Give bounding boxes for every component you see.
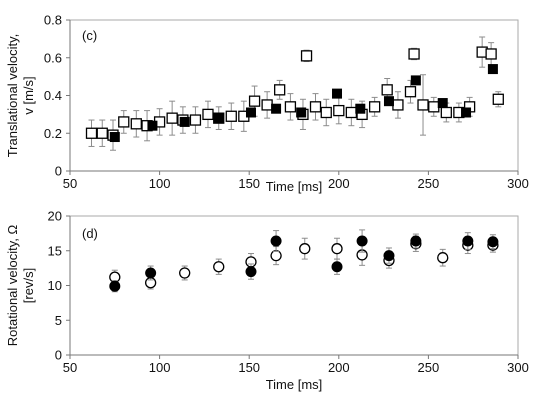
x-tick-label: 300 (507, 176, 529, 191)
x-tick-label: 200 (328, 176, 350, 191)
data-point-filled-square (245, 107, 256, 118)
data-point-open-circle (213, 261, 225, 273)
data-point-filled-circle (356, 235, 368, 247)
data-point-open-square (428, 101, 440, 113)
data-point-filled-square (213, 113, 224, 124)
data-point-open-square (130, 118, 142, 130)
x-tick-label: 150 (238, 176, 260, 191)
y-tick-label: 0.2 (44, 126, 62, 141)
data-point-filled-square (271, 103, 282, 114)
y-tick-label: 15 (48, 243, 62, 258)
data-point-filled-circle (145, 267, 157, 279)
data-point-filled-square (383, 96, 394, 107)
series-open-square (85, 36, 504, 151)
data-point-open-square (417, 99, 429, 111)
data-point-open-square (392, 99, 404, 111)
data-point-filled-circle (270, 235, 282, 247)
data-point-filled-square (355, 103, 366, 114)
data-point-filled-square (179, 116, 190, 127)
data-point-open-circle (299, 243, 311, 255)
y-axis-title-line: [rev/s] (21, 268, 36, 303)
data-point-open-square (248, 95, 261, 107)
data-point-open-square (333, 104, 345, 117)
data-point-open-square (404, 86, 417, 98)
data-point-filled-square (109, 132, 120, 143)
x-axis-title: Time [ms] (266, 377, 323, 392)
y-axis-title-line: v [m/s] (21, 76, 36, 114)
plot-area-frame (69, 19, 519, 172)
y-tick-label: 0.6 (44, 50, 62, 65)
panel-label: (c) (82, 28, 97, 43)
data-point-filled-circle (109, 280, 121, 292)
x-tick-label: 150 (238, 360, 260, 375)
panel-label: (d) (82, 226, 98, 241)
data-point-open-square (381, 84, 393, 96)
data-point-filled-circle (331, 261, 343, 273)
data-point-filled-square (296, 107, 307, 118)
data-point-open-square (274, 84, 286, 96)
x-tick-label: 300 (507, 360, 529, 375)
x-axis-title: Time [ms] (266, 179, 323, 194)
data-point-filled-circle (487, 236, 499, 248)
data-point-filled-square (461, 107, 472, 118)
data-point-open-square (300, 50, 313, 62)
y-tick-label: 0 (55, 348, 62, 363)
data-point-open-circle (437, 252, 449, 264)
x-tick-label: 250 (418, 176, 440, 191)
data-point-filled-square (332, 88, 343, 99)
y-tick-label: 20 (48, 209, 62, 224)
x-tick-label: 100 (149, 360, 171, 375)
data-point-open-square (345, 106, 357, 119)
data-point-filled-square (487, 64, 498, 75)
x-tick-label: 50 (63, 360, 77, 375)
y-tick-label: 0 (55, 164, 62, 179)
data-point-open-square (96, 127, 108, 139)
data-point-open-square (368, 101, 381, 113)
data-point-open-square (166, 112, 178, 124)
data-point-open-square (284, 101, 297, 113)
y-axis-title-line: Rotational velocity, Ω (5, 224, 20, 346)
data-point-open-square (492, 93, 504, 105)
x-tick-label: 250 (418, 360, 440, 375)
x-tick-label: 100 (149, 176, 171, 191)
series-filled-circle (109, 229, 499, 293)
x-tick-label: 200 (328, 360, 350, 375)
data-point-open-square (202, 108, 214, 121)
data-point-filled-circle (245, 266, 257, 278)
data-point-open-square (320, 106, 332, 119)
data-point-filled-circle (383, 250, 395, 262)
data-point-open-square (225, 110, 237, 122)
data-point-filled-square (437, 98, 448, 109)
plot-area-frame (69, 215, 519, 356)
data-point-open-square (118, 116, 130, 128)
x-tick-label: 50 (63, 176, 77, 191)
data-point-filled-square (410, 75, 421, 86)
data-point-open-square (408, 48, 420, 60)
data-point-open-square (189, 114, 202, 126)
data-point-filled-square (147, 120, 158, 131)
data-point-open-square (309, 101, 322, 113)
data-point-open-square (85, 127, 98, 139)
data-point-filled-circle (462, 235, 474, 247)
data-point-open-square (485, 48, 497, 60)
data-point-open-circle (331, 243, 343, 255)
series-filled-square (109, 64, 498, 143)
y-tick-label: 5 (55, 313, 62, 328)
series-open-circle (109, 235, 499, 290)
data-point-open-circle (179, 267, 191, 279)
data-point-open-square (261, 99, 273, 111)
y-tick-label: 0.8 (44, 13, 62, 28)
y-tick-label: 10 (48, 278, 62, 293)
data-point-open-square (440, 106, 452, 119)
data-point-filled-circle (410, 235, 422, 247)
y-axis-title-line: Translational velocity, (5, 34, 20, 158)
data-point-open-circle (270, 249, 282, 262)
y-tick-label: 0.4 (44, 88, 62, 103)
